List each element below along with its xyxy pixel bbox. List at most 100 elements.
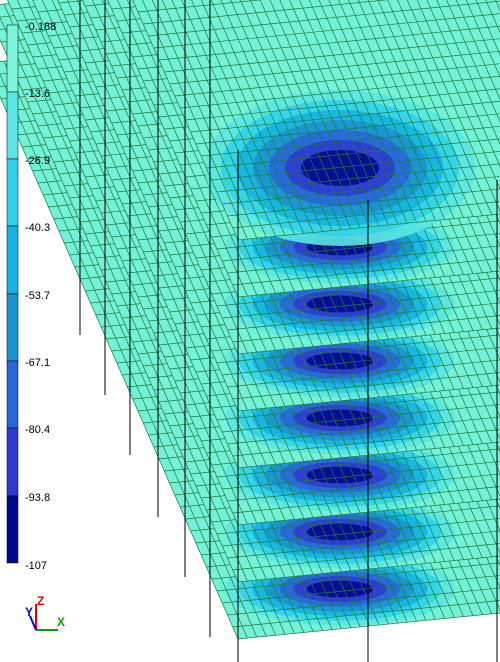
- mesh-line: [237, 213, 500, 241]
- mesh-line: [222, 461, 500, 490]
- mesh-line: [232, 429, 500, 457]
- mesh-line: [249, 0, 352, 229]
- mesh-line: [180, 75, 500, 109]
- mesh-line: [259, 0, 361, 229]
- mesh-line: [0, 38, 239, 583]
- z-label: Z: [37, 594, 44, 608]
- mesh-line: [216, 163, 500, 193]
- mesh-line: [206, 138, 500, 169]
- mesh-line: [171, 0, 276, 237]
- legend-label: -40.3: [25, 222, 50, 234]
- legend-swatch: [6, 91, 19, 160]
- mesh-line: [377, 0, 474, 217]
- legend-label: -93.8: [25, 492, 50, 504]
- mesh-line: [137, 0, 263, 13]
- mesh-line: [387, 0, 483, 216]
- mesh-line: [7, 0, 239, 526]
- mesh-line: [222, 233, 500, 262]
- mesh-line: [227, 245, 500, 274]
- mesh-line: [32, 0, 239, 469]
- mesh-line: [210, 0, 314, 233]
- mesh-line: [107, 0, 239, 298]
- mesh-line: [82, 0, 239, 355]
- mesh-line: [308, 0, 408, 224]
- mesh-line: [237, 270, 500, 298]
- mesh-line: [426, 0, 500, 168]
- mesh-line: [195, 113, 500, 145]
- mesh-line: [237, 384, 500, 412]
- mesh-line: [279, 0, 380, 227]
- axis-triad: Z Y X: [25, 594, 65, 631]
- mesh-line: [357, 0, 455, 219]
- mesh-line: [232, 372, 500, 400]
- mesh-line: [240, 0, 342, 230]
- mesh-line: [222, 518, 500, 547]
- legend-swatch: [6, 495, 19, 564]
- mesh-line: [216, 334, 500, 364]
- mesh-line: [67, 0, 248, 411]
- mesh-line: [237, 498, 500, 526]
- mesh-line: [237, 612, 500, 640]
- mesh-line: [416, 0, 500, 190]
- mesh-line: [397, 0, 493, 215]
- mesh-line: [436, 0, 500, 145]
- mesh-line: [42, 0, 248, 468]
- legend-swatch: [6, 225, 19, 295]
- mesh-line: [367, 0, 464, 218]
- mesh-line: [232, 600, 500, 628]
- mesh-line: [237, 441, 500, 469]
- mesh-line: [237, 555, 500, 583]
- mesh-line: [153, 13, 500, 49]
- mesh-line: [185, 88, 500, 121]
- legend-label: -107: [25, 560, 47, 572]
- mesh-line: [222, 176, 500, 205]
- slab: [132, 0, 500, 246]
- y-label: Y: [25, 605, 33, 619]
- mesh-line: [181, 0, 286, 236]
- legend-label: -67.1: [25, 357, 50, 369]
- mesh-line: [232, 258, 500, 286]
- mesh-line: [227, 473, 500, 502]
- mesh-line: [0, 73, 248, 639]
- mesh-line: [299, 0, 399, 225]
- mesh-line: [117, 0, 248, 297]
- legend-label: -0.188: [25, 21, 56, 33]
- mesh-line: [348, 0, 446, 220]
- mesh-line: [151, 0, 258, 239]
- mesh-line: [0, 95, 239, 640]
- mesh-line: [216, 448, 500, 478]
- legend-swatch: [6, 427, 19, 497]
- legend-label: -80.4: [25, 424, 50, 436]
- legend-label: -26.9: [25, 155, 50, 167]
- mesh-line: [216, 391, 500, 421]
- mesh-line: [161, 0, 267, 238]
- mesh-line: [227, 188, 500, 217]
- mesh-line: [446, 0, 500, 123]
- legend-swatch: [6, 293, 19, 362]
- x-label: X: [57, 615, 65, 629]
- legend-swatch: [6, 360, 19, 429]
- mesh-line: [232, 201, 500, 229]
- mesh-line: [220, 0, 323, 232]
- mesh-line: [216, 562, 500, 592]
- legend-label: -53.7: [25, 290, 50, 302]
- legend-label: -13.6: [25, 88, 50, 100]
- mesh-line: [338, 0, 436, 221]
- mesh-line: [142, 0, 248, 240]
- mesh-line: [216, 505, 500, 535]
- mesh-line: [230, 0, 333, 231]
- mesh-line: [158, 25, 500, 61]
- legend-swatch: [6, 24, 19, 93]
- mesh-line: [227, 530, 500, 559]
- mesh-line: [164, 38, 500, 73]
- mesh-line: [191, 0, 295, 235]
- mesh-line: [132, 0, 239, 241]
- mesh-line: [269, 0, 370, 228]
- legend-swatch: [6, 158, 19, 227]
- mesh-line: [227, 587, 500, 616]
- mesh-line: [289, 0, 389, 226]
- mesh-line: [190, 100, 500, 133]
- mesh-line: [222, 290, 500, 319]
- mesh-line: [232, 543, 500, 571]
